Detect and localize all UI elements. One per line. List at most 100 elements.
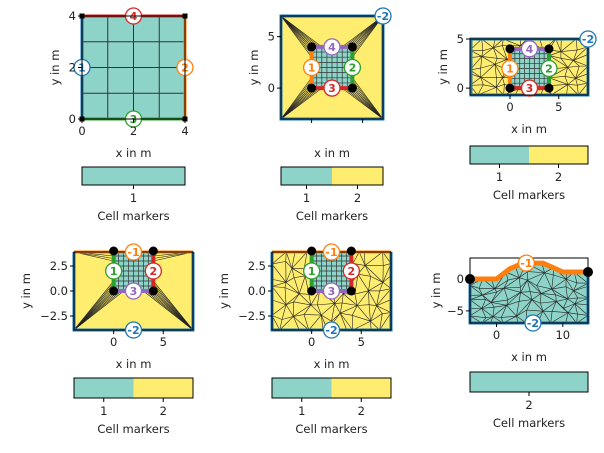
boundary-marker-label: 1 bbox=[110, 265, 118, 278]
boundary-marker-label: 3 bbox=[526, 82, 534, 95]
boundary-marker-label: 3 bbox=[328, 82, 336, 95]
node-marker bbox=[544, 84, 553, 93]
y-tick-label: −2.5 bbox=[238, 309, 266, 323]
y-tick-label: 0 bbox=[457, 272, 464, 286]
y-tick-label: 5 bbox=[457, 32, 464, 46]
y-tick-label: −5 bbox=[447, 304, 464, 318]
node-marker bbox=[307, 42, 316, 51]
node-marker bbox=[505, 44, 514, 53]
node-marker bbox=[307, 287, 316, 296]
node-marker bbox=[544, 44, 553, 53]
colorbar-segment bbox=[470, 372, 588, 392]
node-marker bbox=[347, 287, 356, 296]
colorbar-tick-label: 2 bbox=[358, 404, 365, 418]
node-marker bbox=[348, 84, 357, 93]
colorbar-segment bbox=[332, 167, 383, 185]
boundary-marker-label: 2 bbox=[348, 265, 356, 278]
colorbar-label: Cell markers bbox=[493, 416, 565, 430]
colorbar-tick-label: 2 bbox=[525, 398, 532, 412]
colorbar-segment bbox=[74, 378, 134, 398]
node-marker bbox=[149, 247, 158, 256]
colorbar-segment bbox=[281, 167, 332, 185]
subplot-p6: -1 -2 0 10 0 −5 x in m y in m 2 Cell markers bbox=[429, 255, 593, 430]
x-tick-label: 2 bbox=[130, 124, 137, 138]
x-tick-label: 10 bbox=[555, 328, 570, 342]
y-tick-label: 2 bbox=[69, 61, 76, 75]
y-tick-label: 5 bbox=[268, 30, 275, 44]
boundary-marker-label: -1 bbox=[520, 257, 532, 270]
node-marker bbox=[149, 287, 158, 296]
x-tick-label: 5 bbox=[160, 335, 167, 349]
colorbar-tick-label: 2 bbox=[160, 404, 167, 418]
y-axis-label: y in m bbox=[19, 273, 33, 309]
x-tick-label: 5 bbox=[358, 335, 365, 349]
x-axis-label: x in m bbox=[511, 350, 547, 364]
x-tick-label: 4 bbox=[181, 124, 188, 138]
boundary-marker-label: -2 bbox=[127, 324, 139, 337]
node-marker bbox=[307, 84, 316, 93]
colorbar-segment bbox=[529, 146, 588, 164]
x-axis-label: x in m bbox=[116, 146, 152, 160]
y-axis-label: y in m bbox=[436, 49, 450, 85]
colorbar-label: Cell markers bbox=[493, 188, 565, 202]
colorbar-segment bbox=[272, 378, 332, 398]
colorbar-label: Cell markers bbox=[97, 209, 169, 223]
boundary-marker-label: 3 bbox=[130, 285, 138, 298]
colorbar-tick-label: 1 bbox=[100, 404, 107, 418]
boundary-marker-label: -2 bbox=[527, 317, 539, 330]
y-axis-label: y in m bbox=[247, 50, 261, 86]
x-tick-label: 0 bbox=[78, 124, 85, 138]
colorbar-label: Cell markers bbox=[296, 209, 368, 223]
node-marker bbox=[348, 42, 357, 51]
y-tick-label: 0.0 bbox=[50, 284, 68, 298]
node-marker bbox=[109, 287, 118, 296]
boundary-marker-label: 2 bbox=[150, 265, 158, 278]
y-tick-label: 2.5 bbox=[248, 259, 266, 273]
node-marker bbox=[109, 247, 118, 256]
y-tick-label: 0.0 bbox=[248, 284, 266, 298]
y-tick-label: 0 bbox=[268, 81, 275, 95]
y-axis-label: y in m bbox=[48, 50, 62, 86]
x-tick-label: 5 bbox=[555, 100, 562, 114]
y-tick-label: 0 bbox=[457, 81, 464, 95]
colorbar-tick-label: 1 bbox=[496, 170, 503, 184]
boundary-marker-label: 2 bbox=[545, 62, 553, 75]
boundary-marker-label: -1 bbox=[127, 246, 139, 259]
x-tick-label: 0 bbox=[308, 335, 315, 349]
boundary-marker-label: 4 bbox=[328, 41, 336, 54]
colorbar-segment bbox=[82, 167, 185, 185]
x-axis-label: x in m bbox=[314, 146, 350, 160]
colorbar-label: Cell markers bbox=[295, 422, 367, 436]
colorbar-tick-label: 2 bbox=[354, 191, 361, 205]
boundary-marker-label: 3 bbox=[328, 285, 336, 298]
boundary-marker-label: -2 bbox=[377, 10, 389, 23]
boundary-marker-label: 1 bbox=[506, 62, 514, 75]
node-marker bbox=[307, 247, 316, 256]
boundary-marker-label: -2 bbox=[582, 33, 594, 46]
boundary-marker-label: 1 bbox=[308, 62, 316, 75]
colorbar-segment bbox=[134, 378, 194, 398]
node-marker bbox=[347, 247, 356, 256]
x-axis-label: x in m bbox=[314, 357, 350, 371]
x-axis-label: x in m bbox=[511, 122, 547, 136]
x-tick-label: 0 bbox=[506, 100, 513, 114]
x-tick-label: 0 bbox=[493, 328, 500, 342]
y-axis-label: y in m bbox=[429, 273, 443, 309]
x-axis-label: x in m bbox=[116, 357, 152, 371]
colorbar-tick-label: 1 bbox=[298, 404, 305, 418]
colorbar-label: Cell markers bbox=[97, 422, 169, 436]
y-tick-label: 0 bbox=[69, 112, 76, 126]
boundary-marker-label: -1 bbox=[325, 246, 337, 259]
colorbar-tick-label: 2 bbox=[555, 170, 562, 184]
y-tick-label: 4 bbox=[69, 9, 76, 23]
y-tick-label: −2.5 bbox=[40, 309, 68, 323]
boundary-marker-label: 1 bbox=[308, 265, 316, 278]
colorbar-tick-label: 1 bbox=[303, 191, 310, 205]
